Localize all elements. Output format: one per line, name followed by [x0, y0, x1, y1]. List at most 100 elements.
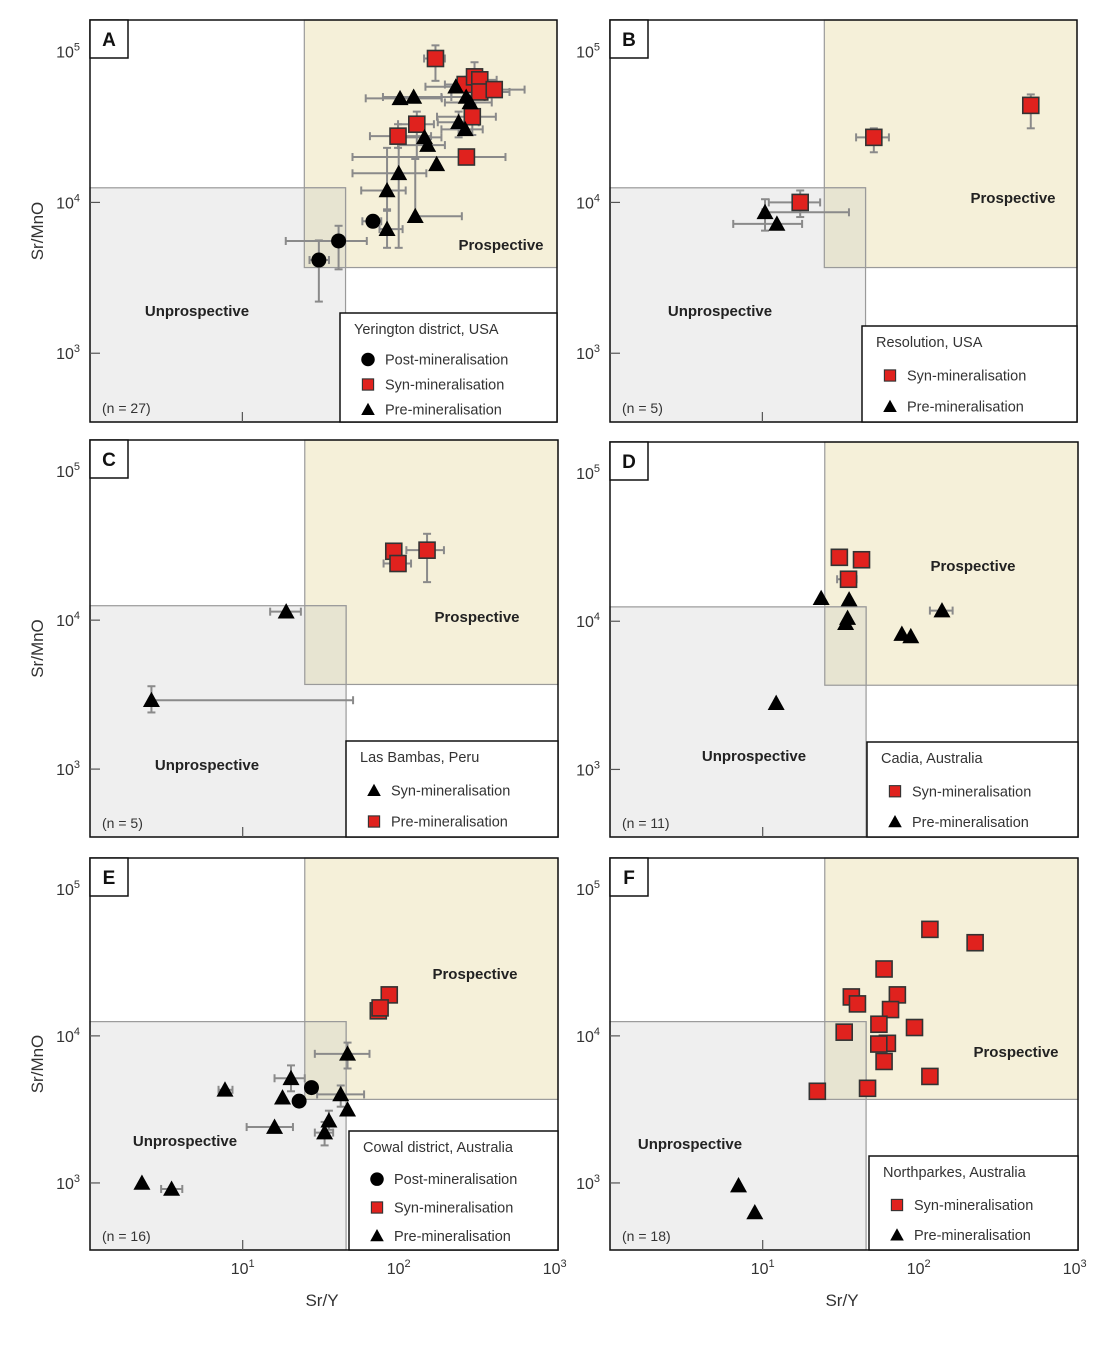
tick-exponent: 3 — [1081, 1258, 1087, 1270]
tick-exponent: 4 — [594, 611, 600, 623]
y-tick-label: 103 — [576, 1173, 600, 1193]
prospective-label: Prospective — [432, 966, 517, 983]
unprospective-label: Unprospective — [145, 303, 249, 320]
point-triangle — [277, 603, 295, 619]
tick-exponent: 5 — [74, 461, 80, 473]
tick-base: 10 — [387, 1261, 405, 1278]
data-points — [732, 93, 1040, 232]
prospective-label: Prospective — [973, 1044, 1058, 1061]
tick-base: 10 — [56, 1029, 74, 1046]
unprospective-label: Unprospective — [133, 1133, 237, 1150]
point-square — [921, 1067, 939, 1086]
point-triangle — [406, 207, 424, 224]
panel-letter-box — [609, 441, 649, 481]
legend-marker-square — [890, 1198, 904, 1212]
point-square — [389, 127, 407, 145]
legend-marker-circle — [370, 1172, 384, 1186]
prospective-label: Prospective — [970, 190, 1055, 207]
unprospective-region — [89, 1021, 347, 1251]
point-triangle — [339, 1045, 357, 1061]
point-square — [881, 1000, 900, 1019]
tick-exponent: 3 — [594, 1173, 600, 1185]
legend-entry: Pre-mineralisation — [912, 815, 1029, 831]
tick-base: 10 — [56, 613, 74, 630]
legend-marker-triangle — [370, 1229, 384, 1242]
legend: Cowal district, Australia Post-mineralisa… — [348, 1130, 559, 1251]
tick-base: 10 — [1063, 1261, 1081, 1278]
point-square — [371, 999, 389, 1017]
legend-box — [861, 325, 1078, 423]
tick-exponent: 3 — [594, 759, 600, 771]
point-square — [966, 933, 984, 952]
sample-count: (n = 5) — [622, 400, 663, 416]
panel-c: ProspectiveUnprospective103104105Sr/MnO(… — [28, 439, 559, 838]
legend-entry: Pre-mineralisation — [391, 815, 508, 831]
y-tick-label: 104 — [56, 192, 80, 212]
tick-exponent: 4 — [594, 1026, 600, 1038]
panel-letter-box — [89, 857, 129, 897]
x-tick-label: 103 — [543, 1258, 567, 1278]
y-tick-label: 103 — [576, 343, 600, 363]
point-triangle — [142, 691, 160, 708]
point-circle — [365, 213, 381, 229]
prospective-region — [304, 439, 559, 686]
y-axis-title: Sr/MnO — [28, 1035, 47, 1094]
legend-title: Cowal district, Australia — [363, 1140, 514, 1156]
legend: Las Bambas, Peru Syn-mineralisation Pre-mi… — [345, 740, 559, 838]
data-points — [133, 986, 399, 1196]
prospective-region — [824, 857, 1079, 1100]
point-square — [848, 995, 867, 1013]
data-points — [142, 532, 445, 714]
point-triangle — [282, 1069, 300, 1086]
point-triangle — [730, 1177, 748, 1193]
x-axis-title: Sr/Y — [825, 1291, 858, 1310]
legend-marker-triangle — [361, 402, 375, 415]
legend-marker-triangle — [367, 783, 381, 796]
point-square — [463, 107, 482, 126]
point-triangle — [378, 220, 396, 236]
legend: Cadia, Australia Syn-mineralisation Pre-mi… — [866, 741, 1079, 838]
legend-marker-square — [883, 369, 897, 382]
point-triangle — [456, 120, 474, 137]
point-square — [389, 554, 407, 573]
y-tick-label: 103 — [56, 759, 80, 779]
point-triangle — [746, 1203, 764, 1220]
panel-letter: E — [103, 868, 116, 889]
panel-a: ProspectiveUnprospective103104105Sr/MnO(… — [28, 19, 558, 423]
data-points — [730, 920, 984, 1220]
y-tick-label: 104 — [576, 1026, 600, 1046]
sample-count: (n = 16) — [102, 1228, 151, 1244]
x-tick-label: 102 — [907, 1258, 931, 1278]
point-square — [888, 986, 907, 1004]
prospective-label: Prospective — [930, 558, 1015, 575]
point-square — [808, 1082, 827, 1101]
panel-letter: D — [622, 452, 636, 473]
legend-marker-triangle — [890, 1228, 904, 1241]
legend-entry: Syn-mineralisation — [914, 1198, 1033, 1214]
sample-count: (n = 27) — [102, 400, 151, 416]
point-triangle — [767, 694, 785, 710]
y-tick-label: 105 — [576, 463, 600, 483]
tick-exponent: 4 — [74, 610, 80, 622]
legend-marker-square — [361, 378, 375, 391]
point-circle — [331, 233, 347, 249]
point-square — [418, 541, 436, 559]
tick-exponent: 3 — [74, 1173, 80, 1185]
tick-base: 10 — [56, 45, 74, 62]
tick-base: 10 — [56, 195, 74, 212]
legend: Northparkes, Australia Syn-mineralisation… — [868, 1155, 1079, 1251]
y-tick-label: 105 — [56, 879, 80, 899]
legend-box — [868, 1155, 1079, 1251]
point-triangle — [933, 602, 951, 618]
point-square — [470, 83, 489, 101]
tick-exponent: 1 — [769, 1258, 775, 1270]
tick-base: 10 — [576, 882, 594, 899]
legend-entry: Syn-mineralisation — [907, 369, 1026, 385]
y-axis-title: Sr/MnO — [28, 619, 47, 678]
y-tick-label: 103 — [56, 343, 80, 363]
tick-base: 10 — [576, 346, 594, 363]
tick-exponent: 3 — [74, 759, 80, 771]
